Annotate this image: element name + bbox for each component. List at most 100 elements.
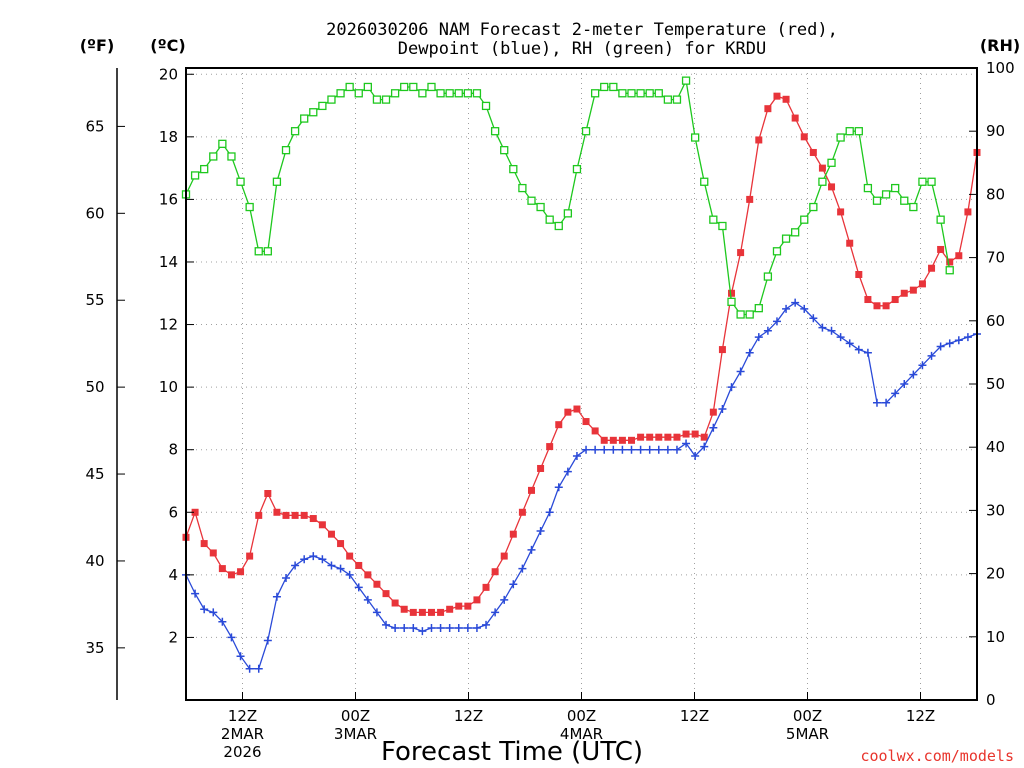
series-dewpoint-point (463, 624, 472, 633)
series-rh-point (736, 310, 745, 319)
grid-layer (186, 68, 977, 700)
x-tick-label: 00Z (341, 707, 370, 725)
series-rh-point (581, 127, 591, 136)
series-rh-point (336, 89, 345, 98)
series-dewpoint-point (527, 545, 536, 554)
series-rh-point (209, 152, 218, 161)
series-rh-point (509, 164, 518, 174)
series-dewpoint-point (263, 636, 272, 645)
series-rh-point (590, 89, 600, 98)
rh-tick-label: 40 (986, 438, 1005, 456)
series-temperature-point (409, 608, 417, 616)
series-dewpoint-point (272, 592, 281, 601)
series-temperature-point (546, 443, 554, 451)
series-rh-point (763, 272, 773, 281)
celsius-tick-label: 10 (159, 378, 178, 396)
series-temperature-point (946, 258, 954, 266)
x-tick-label: 00Z (567, 707, 596, 725)
series-rh-point (863, 183, 873, 193)
series-dewpoint-point (672, 445, 681, 454)
series-rh-point (681, 76, 691, 85)
series-dewpoint-point (963, 333, 972, 342)
series-temperature-point (373, 580, 381, 588)
series-temperature-point (382, 590, 390, 598)
unit-label-fahrenheit: (ºF) (80, 36, 115, 55)
series-dewpoint-point (563, 467, 572, 476)
series-dewpoint-point (327, 561, 336, 570)
series-temperature-point (728, 289, 736, 297)
series-temperature-point (418, 608, 426, 616)
celsius-tick-label: 20 (159, 65, 178, 83)
series-dewpoint-point (745, 348, 754, 357)
series-rh-point (390, 89, 400, 98)
rh-tick-label: 70 (986, 249, 1005, 267)
series-temperature-point (664, 433, 672, 441)
series-rh-point (490, 127, 500, 136)
series-temperature-point (555, 421, 563, 429)
series-temperature-point (828, 183, 836, 191)
series-rh-point (936, 215, 945, 224)
series-dewpoint-point (418, 627, 427, 636)
series-dewpoint-point (227, 633, 236, 642)
series-dewpoint-point (954, 336, 963, 345)
series-rh-point (263, 247, 272, 256)
series-temperature-point (209, 549, 217, 557)
series-temperature-point (346, 552, 354, 560)
rh-tick-label: 10 (986, 628, 1005, 646)
series-rh-point (190, 171, 200, 180)
series-temperature-point (318, 521, 326, 529)
series-dewpoint-point (318, 555, 327, 564)
series-rh-point (563, 209, 573, 218)
series-rh-point (309, 108, 318, 117)
series-dewpoint-point (718, 405, 727, 414)
celsius-tick-label: 8 (168, 441, 178, 459)
series-temperature-point (682, 430, 690, 438)
series-rh-point (245, 202, 254, 212)
x-tick-label: 12Z (228, 707, 257, 725)
series-dewpoint-point (791, 298, 800, 307)
series-rh-point (400, 82, 409, 92)
series-temperature-point (455, 602, 463, 610)
series-temperature-point (573, 405, 581, 413)
series-temperature-point (218, 565, 226, 573)
series-dewpoint-point (191, 589, 200, 598)
series-rh-point (354, 89, 363, 98)
series-temperature-point (237, 568, 245, 576)
series-temperature-line (185, 95, 978, 614)
series-temperature-point (691, 430, 699, 438)
series-rh-point (872, 196, 882, 205)
series-rh-point (290, 127, 300, 136)
series-dewpoint-point (482, 620, 491, 629)
series-rh-point (700, 177, 709, 186)
series-dewpoint-point (309, 552, 318, 561)
series-dewpoint-point (282, 573, 291, 582)
series-temperature-point (255, 511, 263, 519)
series-rh-point (636, 89, 645, 98)
fahrenheit-tick-label: 65 (85, 117, 104, 135)
chart-title-line2: Dewpoint (blue), RH (green) for KRDU (398, 39, 766, 59)
x-tick-label: 3MAR (334, 725, 377, 743)
series-temperature-point (273, 508, 281, 516)
series-temperature-point (964, 208, 972, 216)
series-rh-point (663, 95, 673, 104)
series-dewpoint-point (409, 624, 418, 633)
series-temperature-point (718, 346, 726, 354)
series-rh-point (836, 133, 845, 142)
series-temperature-point (500, 552, 508, 560)
series-rh-point (945, 266, 954, 275)
credit-link[interactable]: coolwx.com/models (860, 747, 1014, 765)
series-temperature-point (446, 605, 454, 613)
celsius-tick-label: 14 (159, 253, 178, 271)
series-dewpoint-point (582, 445, 591, 454)
rh-tick-label: 80 (986, 185, 1005, 203)
series-temperature-point (427, 608, 435, 616)
series-rh-point (809, 202, 818, 212)
series-dewpoint-point (400, 624, 409, 633)
series-rh-point (254, 247, 263, 256)
unit-label-rh: (RH) (980, 36, 1020, 55)
series-temperature-point (709, 408, 717, 416)
series-rh-point (527, 196, 536, 205)
rh-tick-label: 50 (986, 375, 1005, 393)
series-dewpoint-point (654, 445, 663, 454)
series-rh-point (827, 158, 836, 167)
